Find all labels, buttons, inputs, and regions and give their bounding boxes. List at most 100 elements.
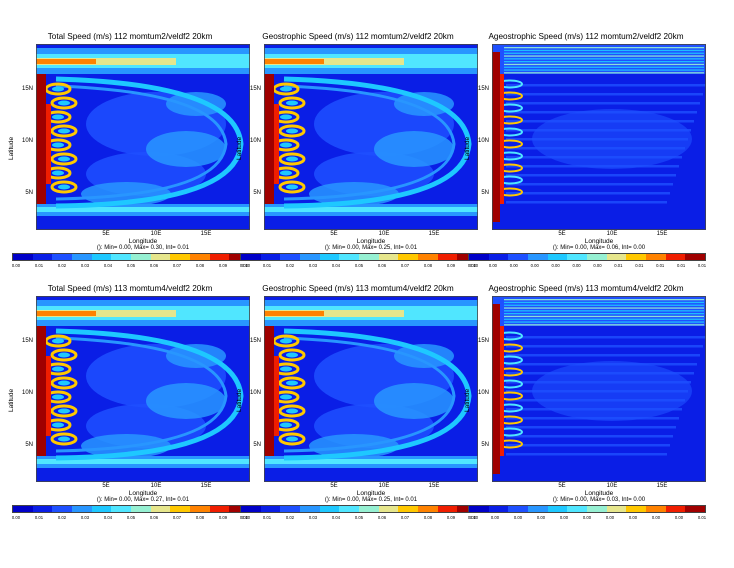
y-axis-label: Latitude: [236, 136, 243, 160]
chart-panel: Total Speed (m/s) 112 momtum2/veldf2 20k…: [8, 32, 250, 274]
colorbar-tick-label: 0.00: [593, 263, 602, 268]
colorbar-swatch: [587, 506, 607, 512]
y-tick-label: 5N: [481, 442, 489, 448]
colorbar-swatch: [131, 506, 151, 512]
colorbar-tick-label: 0.01: [656, 263, 665, 268]
heatmap-plot: [264, 44, 478, 230]
colorbar-swatch: [229, 506, 250, 512]
colorbar-tick-label: 0.00: [11, 263, 21, 268]
colorbar-swatch: [300, 506, 320, 512]
colorbar-tick-label: 0.01: [697, 263, 707, 268]
colorbar: [240, 253, 478, 261]
colorbar-swatch: [13, 254, 33, 260]
y-tick-label: 10N: [249, 138, 261, 144]
colorbar-swatch: [606, 254, 627, 260]
colorbar-swatch: [91, 254, 112, 260]
colorbar-tick-label: 0.02: [285, 515, 295, 520]
colorbar-swatch: [646, 506, 666, 512]
chart-panel: Ageostrophic Speed (m/s) 113 momtum4/vel…: [464, 284, 707, 526]
colorbar-tick-label: 0.01: [697, 515, 707, 520]
colorbar-swatch: [359, 506, 379, 512]
x-axis-label: Longitude: [128, 238, 158, 245]
colorbar-swatch: [646, 254, 666, 260]
colorbar-tick-label: 0.00: [490, 515, 500, 520]
colorbar-tick-label: 0.02: [57, 515, 67, 520]
colorbar-swatch: [170, 254, 191, 260]
colorbar-tick-label: 0.05: [354, 515, 364, 520]
x-tick-label: 15E: [428, 231, 440, 237]
heatmap-canvas: [492, 296, 706, 482]
x-tick-label: 10E: [150, 483, 162, 489]
y-tick-label: 5N: [25, 190, 33, 196]
colorbar-swatch: [72, 506, 92, 512]
y-axis-label: Latitude: [236, 388, 243, 412]
colorbar-swatch: [508, 506, 529, 512]
chart-panel: Geostrophic Speed (m/s) 113 momtum4/veld…: [236, 284, 479, 526]
colorbar-swatch: [229, 254, 250, 260]
colorbar-tick-label: 0.10: [469, 263, 479, 268]
x-tick-label: 10E: [378, 483, 390, 489]
colorbar-swatch: [665, 506, 686, 512]
colorbar-tick-label: 0.00: [582, 515, 592, 520]
speed-field: [264, 48, 478, 216]
colorbar-swatch: [13, 506, 33, 512]
heatmap-canvas: [36, 44, 250, 230]
colorbar-tick-label: 0.05: [354, 263, 364, 268]
colorbar-tick-label: 0.10: [469, 515, 479, 520]
colorbar-swatch: [587, 254, 607, 260]
colorbar-tick-label: 0.00: [605, 515, 615, 520]
field-stats: (): Min= 0.00, Max= 0.06, Int= 0.00: [552, 245, 646, 251]
colorbar-tick-label: 0.00: [559, 515, 569, 520]
colorbar-tick-label: 0.09: [446, 515, 456, 520]
colorbar-tick-label: 0.07: [172, 263, 182, 268]
colorbar-swatch: [150, 254, 171, 260]
colorbar-tick-label: 0.04: [331, 515, 341, 520]
y-tick-label: 15N: [477, 86, 489, 92]
colorbar: [240, 505, 478, 513]
colorbar-swatch: [72, 254, 92, 260]
colorbar-tick-label: 0.00: [239, 263, 249, 268]
colorbar-swatch: [488, 254, 509, 260]
colorbar-swatch: [190, 506, 210, 512]
y-tick-label: 10N: [477, 390, 489, 396]
colorbar-swatch: [398, 254, 419, 260]
x-axis-label: Longitude: [356, 238, 386, 245]
colorbar-tick-label: 0.00: [551, 263, 560, 268]
colorbar-tick-label: 0.03: [80, 263, 90, 268]
colorbar-tick-label: 0.05: [126, 515, 136, 520]
colorbar-tick-label: 0.01: [614, 263, 623, 268]
colorbar-tick-label: 0.06: [377, 515, 387, 520]
x-tick-label: 10E: [378, 231, 390, 237]
colorbar-tick-label: 0.00: [513, 515, 523, 520]
x-axis-label: Longitude: [584, 490, 614, 497]
y-tick-label: 10N: [249, 390, 261, 396]
colorbar-tick-label: 0.00: [467, 515, 477, 520]
colorbar-swatch: [339, 506, 360, 512]
y-tick-label: 15N: [249, 338, 261, 344]
field-stats: (): Min= 0.00, Max= 0.27, Int= 0.01: [96, 497, 190, 503]
y-tick-label: 15N: [249, 86, 261, 92]
colorbar-swatch: [457, 506, 478, 512]
colorbar-tick-label: 0.03: [308, 263, 318, 268]
colorbar-swatch: [469, 254, 489, 260]
colorbar-swatch: [111, 506, 132, 512]
colorbar-tick-label: 0.04: [331, 263, 341, 268]
y-tick-label: 5N: [481, 190, 489, 196]
colorbar-swatch: [319, 254, 340, 260]
colorbar-swatch: [547, 254, 568, 260]
y-tick-label: 5N: [25, 442, 33, 448]
speed-field: [492, 296, 706, 474]
x-tick-label: 10E: [606, 483, 618, 489]
colorbar-swatch: [32, 254, 53, 260]
colorbar-swatch: [528, 254, 548, 260]
plot-frame: [492, 296, 706, 482]
x-axis-label: Longitude: [584, 238, 614, 245]
heatmap-plot: [264, 296, 478, 482]
colorbar-tick-label: 0.00: [530, 263, 539, 268]
speed-field: [492, 44, 706, 222]
colorbar-tick-label: 0.09: [218, 263, 228, 268]
colorbar: [468, 253, 706, 261]
colorbar-tick-label: 0.00: [509, 263, 518, 268]
colorbar-swatch: [606, 506, 627, 512]
colorbar-tick-label: 0.02: [57, 263, 67, 268]
